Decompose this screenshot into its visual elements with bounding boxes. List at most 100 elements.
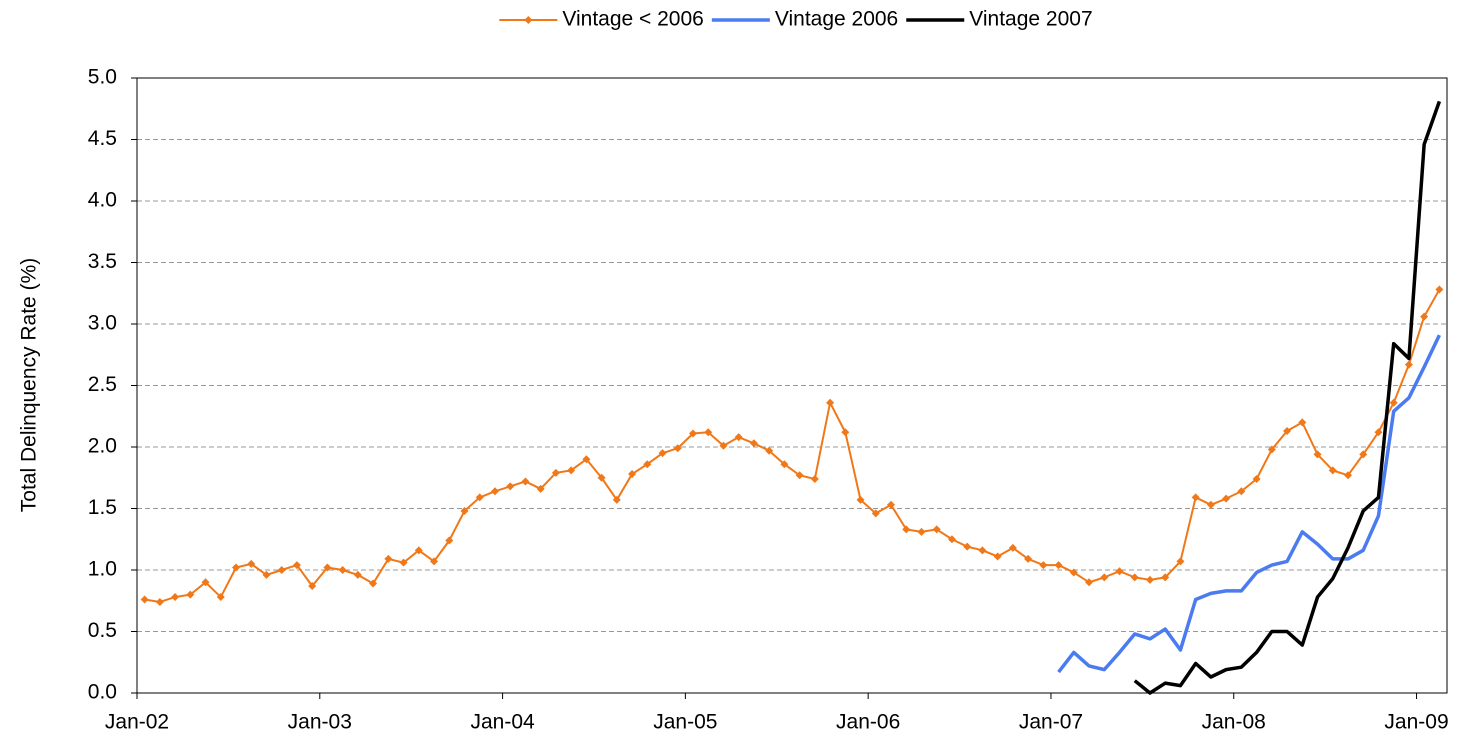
data-marker — [1435, 285, 1444, 294]
data-marker — [1206, 500, 1215, 509]
x-tick-label: Jan-07 — [1019, 711, 1083, 734]
data-marker — [628, 470, 637, 479]
data-marker — [932, 525, 941, 534]
y-tick-label: 3.5 — [88, 250, 117, 273]
legend-label: Vintage 2007 — [969, 8, 1092, 31]
data-marker — [1343, 471, 1352, 480]
data-marker — [262, 570, 271, 579]
data-marker — [1115, 567, 1124, 576]
data-marker — [1176, 557, 1185, 566]
data-marker — [277, 566, 286, 574]
data-marker — [658, 449, 667, 458]
data-marker — [1054, 561, 1063, 570]
data-marker — [688, 429, 697, 438]
data-marker — [826, 398, 835, 407]
series-line — [1057, 334, 1441, 674]
legend-item: Vintage < 2006 — [499, 8, 704, 31]
data-marker — [643, 460, 652, 469]
data-marker — [338, 566, 347, 574]
data-marker — [521, 477, 530, 486]
data-marker — [993, 552, 1002, 561]
legend-item: Vintage 2006 — [711, 8, 898, 31]
x-tick-label: Jan-03 — [288, 711, 352, 734]
x-tick-label: Jan-08 — [1202, 711, 1266, 734]
data-marker — [810, 474, 819, 483]
data-marker — [978, 546, 987, 555]
data-marker — [1420, 312, 1429, 321]
data-marker — [1191, 493, 1200, 502]
data-marker — [445, 536, 454, 545]
data-marker — [1359, 450, 1368, 459]
y-tick-label: 2.0 — [88, 435, 117, 458]
y-tick-label: 3.0 — [88, 312, 117, 335]
data-marker — [232, 563, 241, 572]
x-tick-label: Jan-04 — [470, 711, 535, 734]
data-marker — [1267, 445, 1276, 454]
x-tick-label: Jan-02 — [105, 711, 169, 734]
data-marker — [612, 495, 621, 504]
y-tick-label: 1.0 — [88, 558, 117, 581]
data-marker — [1328, 466, 1337, 475]
data-marker — [490, 487, 499, 496]
data-marker — [1389, 398, 1398, 407]
data-marker — [201, 578, 210, 587]
y-tick-label: 4.5 — [88, 127, 117, 150]
data-marker — [734, 433, 743, 442]
series-line — [1133, 100, 1442, 695]
data-marker — [1313, 450, 1322, 459]
data-marker — [414, 546, 423, 555]
data-marker — [902, 525, 911, 534]
data-marker — [506, 482, 515, 491]
data-marker — [1222, 494, 1231, 503]
data-marker — [536, 484, 545, 493]
data-marker — [369, 579, 378, 588]
data-marker — [186, 590, 195, 599]
data-marker — [475, 493, 484, 502]
legend-label: Vintage 2006 — [775, 8, 898, 31]
y-tick-label: 2.5 — [88, 373, 117, 396]
data-marker — [155, 597, 164, 606]
data-marker — [323, 563, 332, 572]
plot-frame — [136, 77, 1448, 694]
y-axis-label: Total Delinquency Rate (%) — [18, 258, 41, 512]
data-marker — [673, 444, 682, 453]
data-marker — [887, 500, 896, 509]
data-marker — [719, 441, 728, 450]
series-line — [144, 289, 1441, 603]
data-marker — [780, 460, 789, 469]
data-marker — [765, 446, 774, 455]
data-marker — [1374, 428, 1383, 437]
data-marker — [917, 527, 926, 536]
y-tick-label: 4.0 — [88, 189, 117, 212]
data-marker — [963, 542, 972, 551]
data-marker — [216, 593, 225, 602]
data-marker — [399, 558, 408, 567]
legend-label: Vintage < 2006 — [562, 8, 704, 31]
data-marker — [140, 595, 149, 604]
x-tick-label: Jan-05 — [653, 711, 717, 734]
x-tick-label: Jan-06 — [836, 711, 900, 734]
legend: Vintage < 2006 Vintage 2006 Vintage 2007 — [499, 8, 1093, 31]
data-marker — [582, 455, 591, 464]
data-marker — [460, 506, 469, 515]
data-marker — [1039, 561, 1048, 570]
y-tick-label: 0.0 — [88, 681, 117, 704]
data-marker — [1008, 543, 1017, 552]
data-marker — [947, 535, 956, 544]
x-tick-label: Jan-09 — [1384, 711, 1448, 734]
data-marker — [1298, 418, 1307, 427]
data-marker — [247, 559, 256, 568]
data-marker — [1024, 554, 1033, 563]
data-marker — [551, 468, 560, 477]
data-marker — [795, 471, 804, 480]
data-marker — [171, 593, 180, 602]
data-marker — [353, 570, 362, 579]
data-marker — [1283, 427, 1292, 436]
data-marker — [1100, 573, 1109, 582]
data-marker — [1161, 573, 1170, 582]
data-marker — [1237, 487, 1246, 496]
data-marker — [1085, 578, 1094, 587]
data-marker — [597, 473, 606, 482]
data-marker — [749, 439, 758, 448]
